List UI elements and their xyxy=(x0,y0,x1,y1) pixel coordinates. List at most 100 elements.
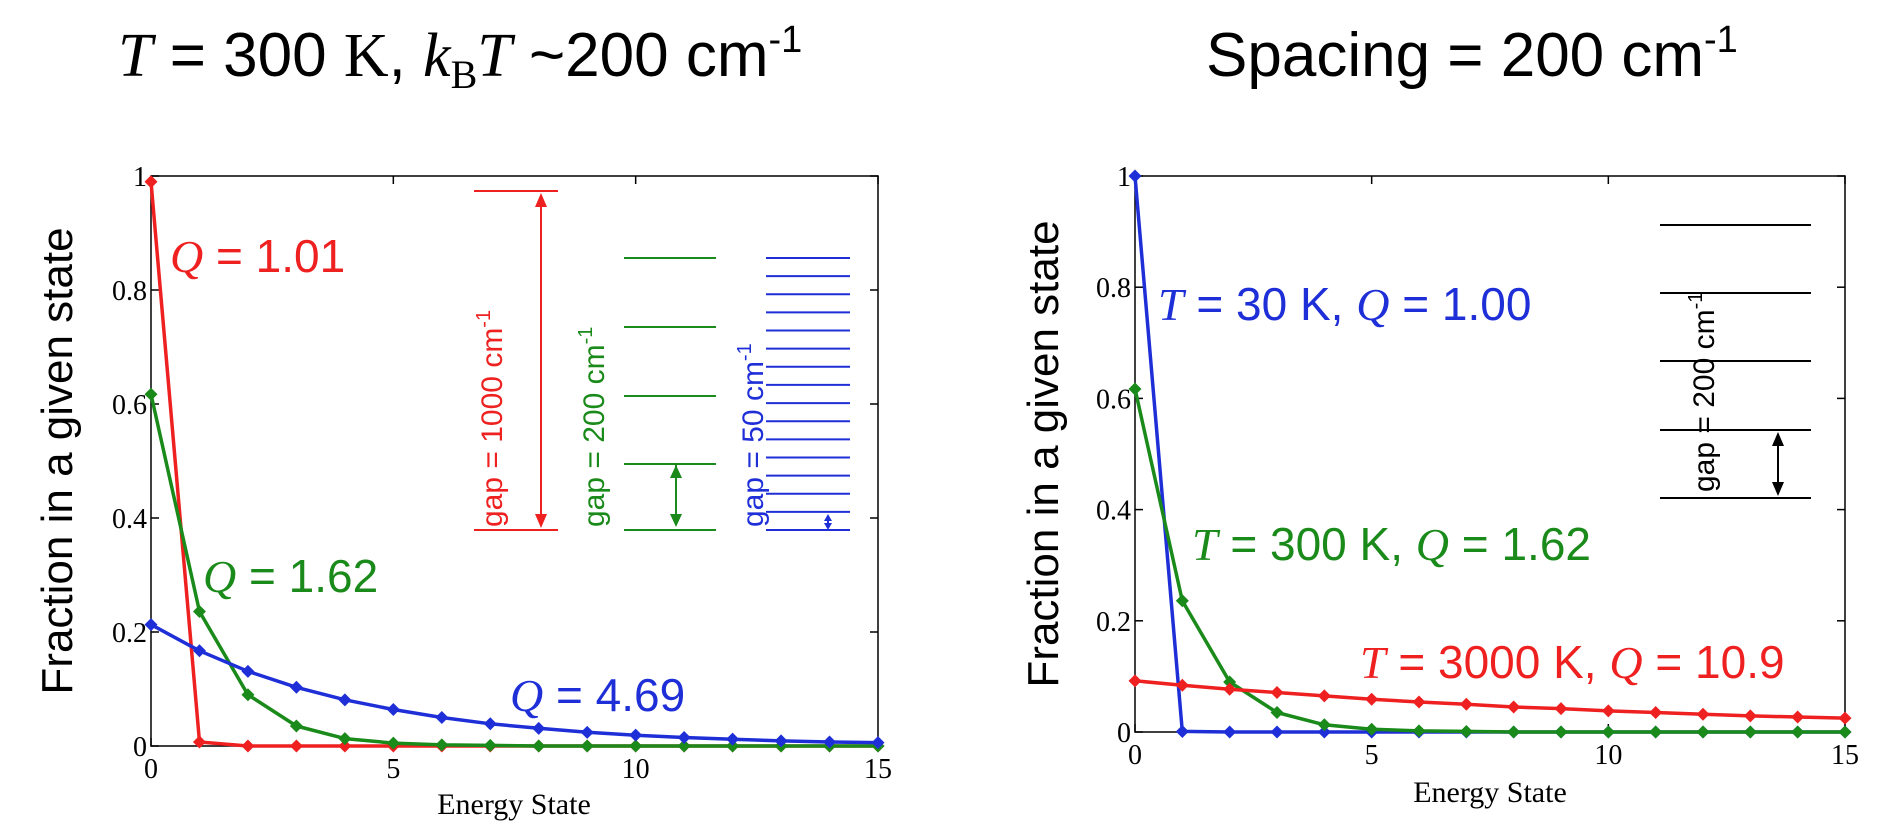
left-annotation-green: Q = 1.62 xyxy=(203,550,378,602)
data-point-blue xyxy=(386,703,400,717)
data-point-red xyxy=(338,739,352,753)
data-point-blue xyxy=(1128,169,1142,183)
data-point-blue xyxy=(677,730,691,744)
data-point-green xyxy=(1412,724,1426,738)
data-point-green xyxy=(1270,706,1284,720)
right-x-axis-title: Energy State xyxy=(1413,776,1567,809)
series-line-blue xyxy=(150,623,879,745)
left-y-axis-title: Fraction in a given state xyxy=(33,227,82,694)
data-point-red xyxy=(1743,709,1757,723)
data-point-blue xyxy=(241,664,255,678)
data-point-green xyxy=(1507,725,1521,739)
data-point-green xyxy=(1223,675,1237,689)
data-point-green xyxy=(144,387,158,401)
data-point-red xyxy=(192,735,206,749)
right-axes: 00.20.40.60.810 5 10 15 xyxy=(1096,162,1859,771)
data-point-red xyxy=(1223,682,1237,696)
data-point-blue xyxy=(774,734,788,748)
data-point-green xyxy=(1317,718,1331,732)
data-point-blue xyxy=(1175,724,1189,738)
data-point-red xyxy=(1317,689,1331,703)
data-point-red xyxy=(1838,711,1852,725)
y-tick-label: 0.2 xyxy=(1096,607,1131,638)
data-point-red xyxy=(1791,710,1805,724)
series-line-red xyxy=(1134,679,1846,720)
y-tick-label: 0 xyxy=(1117,718,1131,749)
data-point-green xyxy=(532,739,546,753)
data-point-blue xyxy=(192,644,206,658)
data-point-blue xyxy=(483,717,497,731)
series-line-green xyxy=(149,393,878,748)
left-annotation-blue: Q = 4.69 xyxy=(510,669,685,721)
series-line-green xyxy=(1133,388,1845,734)
gap-label-200: gap = 200 cm-1 xyxy=(575,327,611,527)
data-point-green xyxy=(192,604,206,618)
data-point-blue xyxy=(1317,725,1331,739)
data-point-green xyxy=(1743,725,1757,739)
data-point-green xyxy=(1365,722,1379,736)
data-point-blue xyxy=(338,693,352,707)
y-tick-label: 1 xyxy=(133,162,147,193)
left-chart: 00.20.40.60.810 5 10 15 Fraction in a given… xyxy=(33,162,892,821)
y-tick-label: 0.2 xyxy=(112,618,147,649)
y-tick-label: 0.4 xyxy=(112,504,147,535)
x-tick-label: 0 xyxy=(144,754,158,785)
y-tick-label: 1 xyxy=(1117,162,1131,193)
data-point-green xyxy=(580,739,594,753)
y-tick-label: 0.8 xyxy=(112,276,147,307)
x-tick-label: 5 xyxy=(386,754,400,785)
data-point-red xyxy=(1128,674,1142,688)
data-point-blue xyxy=(532,721,546,735)
left-level-diagram-red: gap = 1000 cm-1 xyxy=(473,190,558,531)
left-level-diagram-green: gap = 200 cm-1 xyxy=(575,257,716,531)
data-point-green xyxy=(1601,725,1615,739)
data-point-green xyxy=(726,739,740,753)
left-x-axis-title: Energy State xyxy=(437,788,591,821)
data-point-green xyxy=(1554,725,1568,739)
x-tick-label: 15 xyxy=(1831,740,1859,771)
left-level-diagram-blue: gap = 50 cm-1 xyxy=(734,257,850,531)
data-point-blue xyxy=(1223,725,1237,739)
right-chart: 00.20.40.60.810 5 10 15 Fraction in a given… xyxy=(1019,162,1859,809)
gap-label-1000: gap = 1000 cm-1 xyxy=(473,310,509,527)
data-point-red xyxy=(241,739,255,753)
data-point-green xyxy=(483,738,497,752)
data-point-blue xyxy=(289,680,303,694)
data-point-red xyxy=(1649,706,1663,720)
data-point-red xyxy=(1554,702,1568,716)
right-series-layer xyxy=(1128,169,1852,739)
gap-label-50: gap = 50 cm-1 xyxy=(734,343,770,527)
data-point-green xyxy=(629,739,643,753)
x-tick-label: 10 xyxy=(622,754,650,785)
data-point-red xyxy=(144,175,158,189)
data-point-red xyxy=(1365,692,1379,706)
data-point-red xyxy=(1412,695,1426,709)
x-tick-label: 0 xyxy=(1128,740,1142,771)
data-point-blue xyxy=(144,618,158,632)
x-tick-label: 5 xyxy=(1365,740,1379,771)
data-point-blue xyxy=(629,728,643,742)
data-point-blue xyxy=(580,725,594,739)
data-point-blue xyxy=(726,732,740,746)
data-point-blue xyxy=(435,711,449,724)
data-point-green xyxy=(1838,725,1852,739)
data-point-red xyxy=(1696,707,1710,721)
y-tick-label: 0 xyxy=(133,732,147,763)
data-point-green xyxy=(1791,725,1805,739)
data-point-blue xyxy=(1270,725,1284,739)
data-point-blue xyxy=(823,735,837,749)
data-point-green xyxy=(338,732,352,746)
data-point-red xyxy=(289,739,303,753)
right-y-axis-title: Fraction in a given state xyxy=(1019,220,1068,687)
data-point-green xyxy=(1696,725,1710,739)
y-tick-label: 0.6 xyxy=(112,390,147,421)
data-point-red xyxy=(1507,700,1521,714)
data-point-green xyxy=(1128,382,1142,396)
x-tick-label: 15 xyxy=(864,754,892,785)
data-point-green xyxy=(241,688,255,702)
data-point-green xyxy=(677,739,691,753)
right-annotation-blue: T = 30 K, Q = 1.00 xyxy=(1158,278,1531,330)
data-point-red xyxy=(1270,686,1284,700)
left-title: T = 300 K, kBT ~200 cm-1 xyxy=(118,19,802,97)
